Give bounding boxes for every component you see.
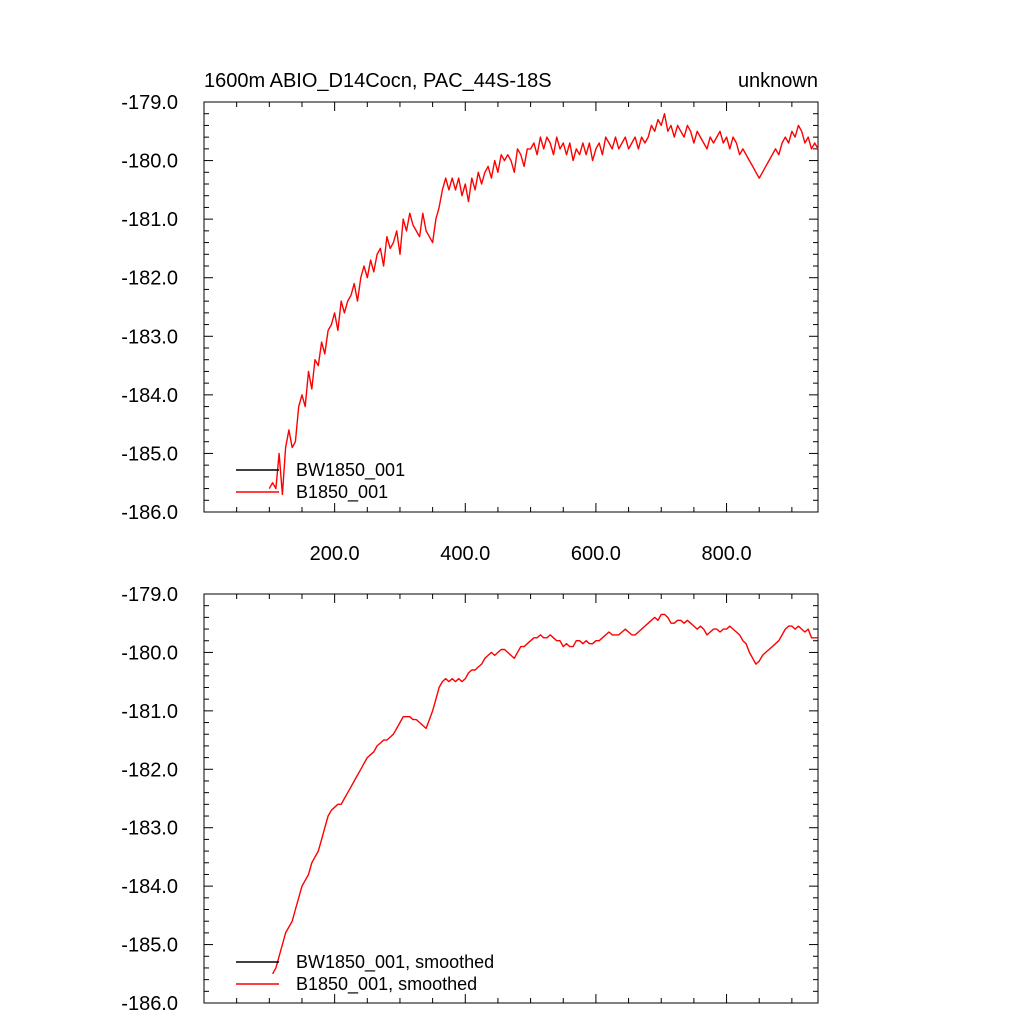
x-tick-label: 400.0 bbox=[440, 543, 490, 565]
legend-label: B1850_001 bbox=[296, 482, 388, 503]
legend-label: B1850_001, smoothed bbox=[296, 974, 477, 995]
y-tick-label: -184.0 bbox=[121, 876, 178, 898]
y-tick-label: -180.0 bbox=[121, 151, 178, 173]
chart-right-title: unknown bbox=[738, 70, 818, 92]
legend-label: BW1850_001 bbox=[296, 460, 405, 481]
x-tick-label: 600.0 bbox=[571, 543, 621, 565]
y-tick-label: -185.0 bbox=[121, 935, 178, 957]
y-tick-label: -184.0 bbox=[121, 385, 178, 407]
y-tick-label: -185.0 bbox=[121, 443, 178, 465]
series-line-b1850-001 bbox=[268, 113, 819, 496]
y-tick-label: -179.0 bbox=[121, 92, 178, 114]
x-tick-label: 200.0 bbox=[310, 543, 360, 565]
x-tick-label: 800.0 bbox=[702, 543, 752, 565]
legend-label: BW1850_001, smoothed bbox=[296, 952, 494, 973]
chart-title: 1600m ABIO_D14Cocn, PAC_44S-18S bbox=[204, 70, 552, 92]
series-line-b1850-001-smoothed bbox=[271, 613, 818, 975]
bottom-panel: -186.0 -185.0 -184.0 -183.0 -182.0 -181.0 -180… bbox=[121, 584, 819, 1015]
y-tick-label: -186.0 bbox=[121, 502, 178, 524]
top-panel: 200.0 400.0 600.0 800.0 -186.0 -185.0 -184.0 -1… bbox=[121, 92, 819, 565]
y-tick-label: -183.0 bbox=[121, 818, 178, 840]
plot-frame bbox=[203, 101, 819, 513]
plot-frame bbox=[203, 593, 819, 1004]
y-tick-label: -180.0 bbox=[121, 642, 178, 664]
y-tick-label: -179.0 bbox=[121, 584, 178, 606]
y-tick-label: -181.0 bbox=[121, 209, 178, 231]
y-tick-label: -182.0 bbox=[121, 759, 178, 781]
y-tick-label: -181.0 bbox=[121, 701, 178, 723]
y-tick-label: -182.0 bbox=[121, 268, 178, 290]
y-tick-label: -183.0 bbox=[121, 326, 178, 348]
y-tick-label: -186.0 bbox=[121, 993, 178, 1015]
